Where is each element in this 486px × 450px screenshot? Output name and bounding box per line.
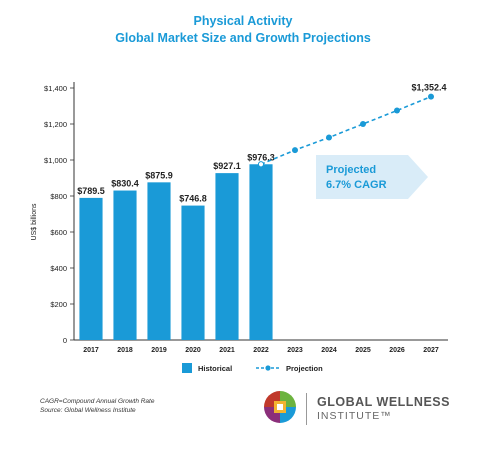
projection-point — [428, 93, 434, 100]
x-tick-label: 2026 — [389, 347, 405, 354]
chart-title: Physical Activity — [193, 14, 293, 28]
bar-historical — [249, 164, 273, 340]
legend-item-historical: Historical — [182, 363, 232, 373]
bar-data-label: $830.4 — [111, 179, 139, 189]
bar-historical — [79, 197, 103, 340]
bar-data-label: $927.1 — [213, 161, 241, 171]
bar-historical — [181, 205, 205, 340]
y-tick-label: 0 — [63, 336, 67, 345]
bar-historical — [113, 190, 137, 340]
bar-data-label: $976.3 — [247, 152, 275, 162]
projection-point — [394, 107, 400, 114]
y-axis-label: US$ billions — [31, 203, 38, 240]
projection-point — [326, 134, 332, 141]
gwi-logo-divider — [306, 393, 307, 425]
chart-notes: CAGR=Compound Annual Growth Rate Source:… — [40, 397, 154, 415]
x-tick-label: 2020 — [185, 347, 201, 354]
cagr-annotation-line2: 6.7% CAGR — [326, 179, 387, 191]
gwi-logo-subname: INSTITUTE™ — [317, 410, 392, 422]
projection-end-label: $1,352.4 — [411, 83, 446, 93]
x-tick-label: 2019 — [151, 347, 167, 354]
y-tick-label: $800 — [50, 192, 67, 201]
y-tick-label: $400 — [50, 264, 67, 273]
bar-data-label: $746.8 — [179, 194, 207, 204]
legend-label-historical: Historical — [198, 363, 233, 373]
y-tick-label: $1,200 — [44, 120, 67, 129]
x-tick-label: 2022 — [253, 347, 269, 354]
bar-historical — [147, 182, 171, 340]
y-tick-label: $1,000 — [44, 156, 67, 165]
x-tick-label: 2027 — [423, 347, 439, 354]
legend-swatch-historical — [182, 363, 192, 373]
y-tick-label: $200 — [50, 300, 67, 309]
legend-label-projection: Projection — [286, 363, 323, 373]
x-tick-label: 2024 — [321, 347, 337, 354]
y-tick-label: $600 — [50, 228, 67, 237]
x-tick-label: 2018 — [117, 347, 133, 354]
cagr-annotation-arrow — [316, 155, 428, 199]
y-tick-label: $1,400 — [44, 84, 67, 93]
x-tick-label: 2025 — [355, 347, 371, 354]
bar-data-label: $789.5 — [77, 186, 105, 196]
bar-data-label: $875.9 — [145, 170, 173, 180]
projection-point — [257, 161, 265, 168]
x-tick-label: 2023 — [287, 347, 303, 354]
gwi-logo: GLOBAL WELLNESS INSTITUTE™ — [262, 389, 462, 429]
x-tick-label: 2017 — [83, 347, 99, 354]
cagr-annotation-line1: Projected — [326, 164, 376, 176]
gwi-logo-icon — [264, 391, 296, 423]
chart-subtitle: Global Market Size and Growth Projection… — [115, 31, 371, 45]
legend-swatch-projection — [256, 365, 280, 371]
projection-point — [360, 121, 366, 127]
projection-line — [260, 95, 432, 166]
legend-item-projection: Projection — [255, 363, 323, 373]
note-cagr: CAGR=Compound Annual Growth Rate — [40, 398, 155, 405]
x-tick-label: 2021 — [219, 347, 235, 354]
note-source: Source: Global Wellness Institute — [40, 407, 136, 414]
gwi-logo-name: GLOBAL WELLNESS — [317, 395, 450, 409]
projection-point — [292, 147, 298, 154]
bar-historical — [215, 173, 239, 340]
